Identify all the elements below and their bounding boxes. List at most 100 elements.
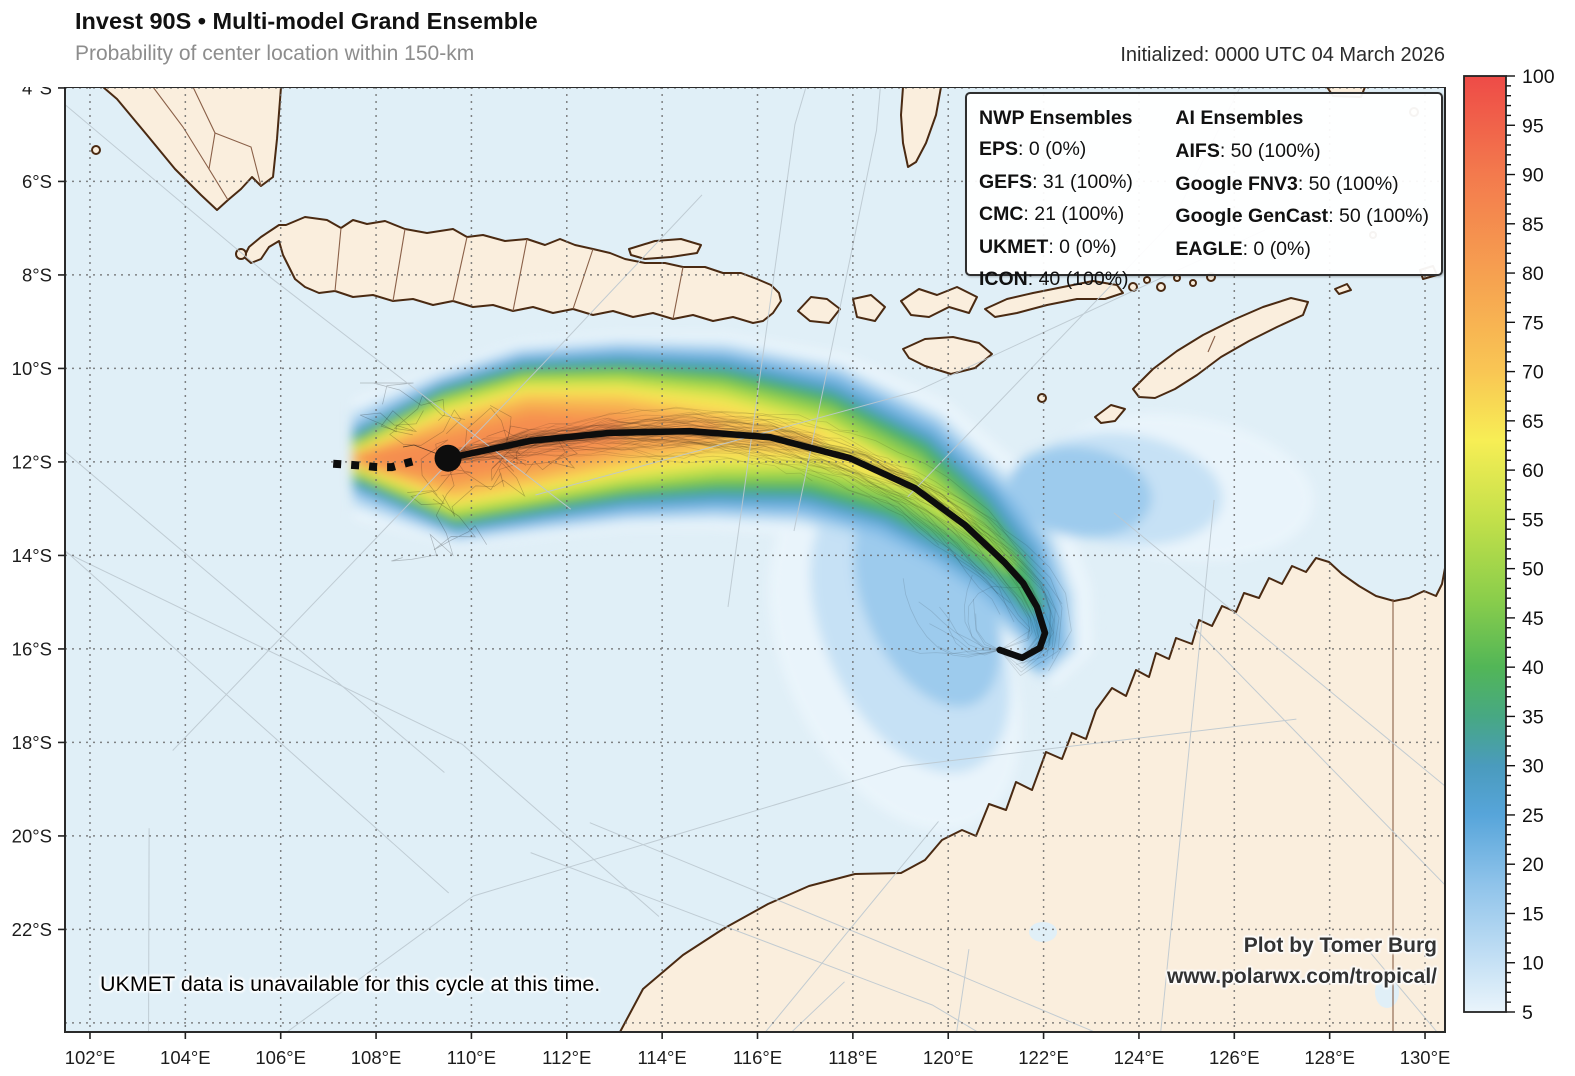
legend-item-name: Google GenCast [1175,205,1329,227]
colorbar-tick-label: 40 [1522,657,1544,679]
legend-item-value: : 0 (0%) [1018,138,1087,160]
colorbar-svg: 100 95 90 85 80 75 70 65 60 55 50 45 40 35 30 25 20 15 10 5 [1463,66,1555,1024]
lat-tick-label: 22°S [12,919,52,940]
lon-tick-label: 128°E [1304,1047,1355,1068]
legend-item: GEFS: 31 (100%) [979,166,1175,199]
legend-item-value: : 50 (100%) [1328,205,1429,227]
lon-tick-label: 124°E [1114,1047,1165,1068]
legend-item-value: : 40 (100%) [1027,268,1129,290]
colorbar-tick-label: 75 [1522,312,1544,334]
colorbar-tick-label: 50 [1522,559,1544,581]
legend-nwp-rows: EPS: 0 (0%) GEFS: 31 (100%) CMC: 21 (100%)… [979,133,1175,296]
legend-item-name: ICON [979,268,1028,290]
page-title: Invest 90S • Multi-model Grand Ensemble [75,8,538,34]
legend-item-name: CMC [979,203,1024,225]
lon-tick-label: 126°E [1209,1047,1260,1068]
landmasses [91,87,1445,1032]
legend-nwp-column: NWP Ensembles EPS: 0 (0%) GEFS: 31 (100%)… [979,103,1175,290]
legend-item-value: : 0 (0%) [1242,237,1311,260]
lon-tick-label: 114°E [638,1047,687,1068]
colorbar-tick-label: 25 [1522,805,1544,827]
lon-tick-label: 108°E [351,1047,402,1068]
unavailable-note: UKMET data is unavailable for this cycle… [100,972,601,996]
colorbar-gradient [1464,76,1506,1012]
lon-tick-label: 130°E [1400,1047,1451,1068]
colorbar-tick-label: 10 [1522,953,1544,975]
colorbar-tick-label: 5 [1522,1002,1533,1024]
lat-tick-label: 6°S [22,171,52,192]
colorbar: 100 95 90 85 80 75 70 65 60 55 50 45 40 35 30 25 20 15 10 5 [1456,66,1575,1038]
colorbar-tick-label: 70 [1522,362,1544,384]
colorbar-ticks [1506,75,1515,1013]
probability-heatmap [352,333,1315,831]
legend-item: EPS: 0 (0%) [979,133,1175,166]
colorbar-tick-label: 85 [1522,214,1544,236]
legend-item: Google FNV3: 50 (100%) [1175,168,1429,201]
legend-ai-rows: AIFS: 50 (100%) Google FNV3: 50 (100%) Goo… [1175,135,1429,265]
lat-tick-label: 12°S [12,451,52,472]
legend-item-value: : 0 (0%) [1048,235,1117,258]
colorbar-tick-label: 95 [1522,115,1544,137]
colorbar-tick-label: 55 [1522,509,1544,531]
colorbar-tick-label: 60 [1522,460,1544,482]
lon-tick-label: 106°E [255,1047,306,1068]
legend-item-name: EAGLE [1175,237,1243,260]
lon-tick-label: 112°E [542,1047,591,1068]
legend-item-name: UKMET [979,235,1049,258]
legend-item-name: EPS [979,138,1019,160]
lat-tick-label: 16°S [12,638,52,659]
legend-item: EAGLE: 0 (0%) [1175,233,1429,266]
colorbar-tick-label: 30 [1522,756,1544,778]
lat-tick-label: 20°S [12,825,52,846]
lat-tick-label: 4°S [22,87,52,98]
lat-tick-label: 18°S [12,732,52,753]
legend-item-name: Google FNV3 [1175,172,1298,195]
lon-tick-label: 104°E [160,1047,211,1068]
page-subtitle: Probability of center location within 15… [75,42,475,65]
legend-item-value: : 50 (100%) [1297,172,1399,195]
legend-ai-title: AI Ensembles [1175,107,1304,129]
mean-forecast-line [444,427,1049,662]
colorbar-tick-label: 35 [1522,706,1544,728]
lat-tick-label: 14°S [12,545,52,566]
legend-ai-column: AI Ensembles AIFS: 50 (100%) Google FNV3:… [1175,103,1429,265]
stray-ensemble-lines [65,87,1445,1032]
map-frame [64,86,1446,1033]
past-track-dotted [332,455,423,472]
colorbar-tick-label: 20 [1522,854,1544,876]
credit-author: Plot by Tomer Burg [1243,934,1437,957]
colorbar-tick-label: 15 [1522,903,1544,925]
lon-tick-label: 116°E [733,1047,782,1068]
current-position-dot [434,444,462,472]
credit: Plot by Tomer Burg www.polarwx.com/tropi… [1167,930,1437,992]
legend-nwp-title: NWP Ensembles [979,107,1133,129]
colorbar-tick-label: 65 [1522,411,1544,433]
lon-tick-label: 118°E [828,1047,877,1068]
ensemble-legend: NWP Ensembles EPS: 0 (0%) GEFS: 31 (100%)… [965,92,1443,290]
colorbar-tick-label: 45 [1522,608,1544,630]
lat-tick-label: 10°S [12,358,52,379]
legend-item-value: : 31 (100%) [1032,170,1133,193]
colorbar-tick-label: 100 [1522,68,1555,88]
legend-item-name: AIFS [1175,140,1220,162]
colorbar-tick-label: 80 [1522,263,1544,285]
lon-tick-label: 110°E [447,1047,496,1068]
legend-item: CMC: 21 (100%) [979,198,1175,231]
credit-url: www.polarwx.com/tropical/ [1167,965,1437,988]
lon-tick-label: 122°E [1018,1047,1069,1068]
legend-item: UKMET: 0 (0%) [979,231,1175,264]
legend-item: AIFS: 50 (100%) [1175,135,1429,168]
legend-item-value: : 50 (100%) [1219,140,1321,162]
colorbar-tick-label: 90 [1522,165,1544,187]
lat-tick-label: 8°S [22,264,52,285]
legend-item-value: : 21 (100%) [1023,203,1125,225]
lon-tick-label: 120°E [923,1047,974,1068]
admin-borders [152,87,1394,1032]
lon-tick-label: 102°E [65,1047,116,1068]
colorbar-frame [1463,75,1507,1013]
forecast-track [332,427,1049,662]
legend-item: Google GenCast: 50 (100%) [1175,200,1429,233]
initialized-timestamp: Initialized: 0000 UTC 04 March 2026 [1120,44,1445,66]
legend-item-name: GEFS [979,170,1033,193]
